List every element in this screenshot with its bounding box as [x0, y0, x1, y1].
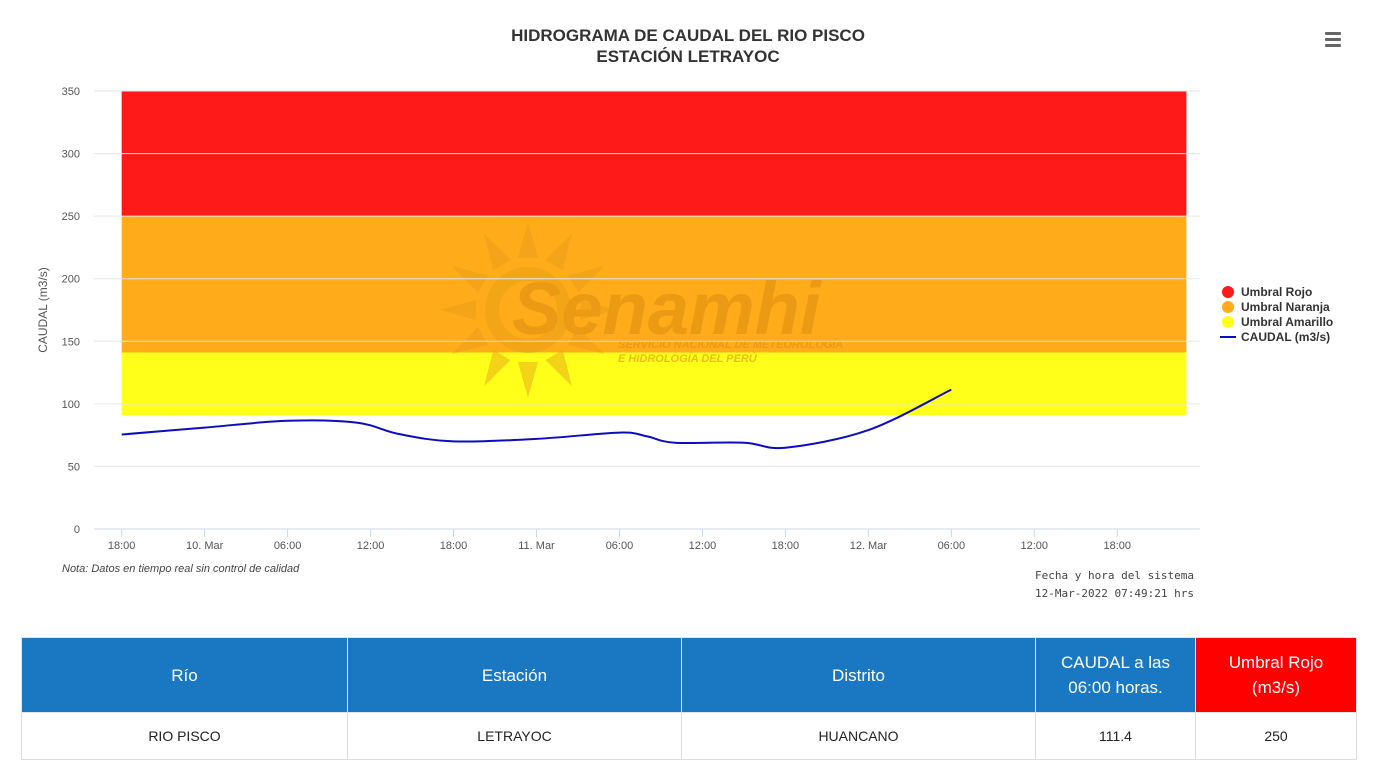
system-time-label: Fecha y hora del sistema [1035, 569, 1194, 582]
y-tick-label: 50 [68, 461, 80, 473]
header-umbral-rojo: Umbral Rojo (m3/s) [1195, 637, 1357, 713]
header-rio: Río [21, 637, 348, 713]
y-tick-label: 0 [74, 524, 80, 536]
x-tick-label: 06:00 [938, 540, 966, 552]
x-tick-label: 06:00 [274, 540, 302, 552]
band-umbral-naranja [121, 216, 1187, 353]
x-tick-label: 12:00 [357, 540, 385, 552]
header-umbral-line1: Umbral Rojo [1228, 653, 1324, 672]
y-tick-label: 100 [62, 399, 80, 411]
x-tick-label: 10. Mar [186, 540, 224, 552]
legend-marker [1222, 301, 1234, 313]
y-tick-label: 200 [62, 274, 80, 286]
threshold-bands [121, 91, 1187, 416]
cell-distrito: HUANCANO [681, 712, 1036, 760]
y-axis-title: CAUDAL (m3/s) [36, 267, 50, 353]
y-tick-label: 250 [62, 211, 80, 223]
band-umbral-amarillo [121, 352, 1187, 416]
x-tick-label: 18:00 [108, 540, 136, 552]
x-tick-label: 18:00 [1103, 540, 1131, 552]
quality-note: Nota: Datos en tiempo real sin control d… [62, 563, 300, 575]
system-time-value: 12-Mar-2022 07:49:21 hrs [1035, 587, 1194, 600]
hydrograph-chart: HIDROGRAMA DE CAUDAL DEL RIO PISCO ESTAC… [36, 26, 1333, 600]
chart-subtitle: ESTACIÓN LETRAYOC [596, 47, 779, 66]
sun-logo-icon [440, 222, 616, 398]
x-tick-label: 11. Mar [518, 540, 555, 552]
chart-title: HIDROGRAMA DE CAUDAL DEL RIO PISCO [511, 26, 865, 45]
watermark-brand: Senamhi [512, 267, 822, 350]
header-caudal: CAUDAL a las 06:00 horas. [1035, 637, 1196, 713]
x-tick-label: 06:00 [606, 540, 634, 552]
caudal-line [121, 388, 952, 450]
x-tick-label: 18:00 [772, 540, 800, 552]
legend-item-label[interactable]: CAUDAL (m3/s) [1241, 330, 1330, 344]
legend-item-label[interactable]: Umbral Naranja [1241, 300, 1330, 314]
table-row: RIO PISCO LETRAYOC HUANCANO 111.4 250 [21, 712, 1357, 760]
cell-rio: RIO PISCO [21, 712, 348, 760]
menu-bar [1325, 38, 1341, 41]
legend-marker [1222, 316, 1234, 328]
legend-marker [1222, 286, 1234, 298]
caudal-series [121, 388, 952, 450]
y-tick-label: 300 [62, 149, 80, 161]
legend-item-label[interactable]: Umbral Amarillo [1241, 315, 1333, 329]
x-tick-label: 18:00 [440, 540, 468, 552]
x-tick-label: 12:00 [1021, 540, 1049, 552]
station-summary-table: Río Estación Distrito CAUDAL a las 06:00… [21, 637, 1357, 760]
hamburger-menu-icon[interactable] [1318, 26, 1348, 52]
header-caudal-line2: 06:00 horas. [1068, 678, 1163, 697]
header-umbral-line2: (m3/s) [1251, 678, 1301, 697]
y-gridlines [94, 90, 1200, 467]
y-tick-label: 350 [62, 86, 80, 98]
legend-item-label[interactable]: Umbral Rojo [1241, 285, 1312, 299]
header-caudal-line1: CAUDAL a las [1061, 653, 1170, 672]
cell-umbral: 250 [1195, 712, 1357, 760]
watermark-line1: SERVICIO NACIONAL DE METEOROLOGÍA [618, 338, 843, 351]
menu-bar [1325, 32, 1341, 35]
x-axis-ticks: 18:00 10. Mar 06:00 12:00 18:00 11. Mar 06:00 1… [108, 529, 1131, 552]
watermark-line2: E HIDROLOGÍA DEL PERÚ [618, 352, 758, 365]
y-axis-ticks: 0 50 100 150 200 250 300 350 [62, 86, 80, 536]
header-distrito: Distrito [681, 637, 1036, 713]
cell-estacion: LETRAYOC [347, 712, 682, 760]
menu-bar [1325, 44, 1341, 47]
table-header-row: Río Estación Distrito CAUDAL a las 06:00… [21, 637, 1357, 713]
x-tick-label: 12. Mar [850, 540, 888, 552]
header-estacion: Estación [347, 637, 682, 713]
y-tick-label: 150 [62, 336, 80, 348]
cell-caudal: 111.4 [1035, 712, 1196, 760]
x-tick-label: 12:00 [689, 540, 717, 552]
